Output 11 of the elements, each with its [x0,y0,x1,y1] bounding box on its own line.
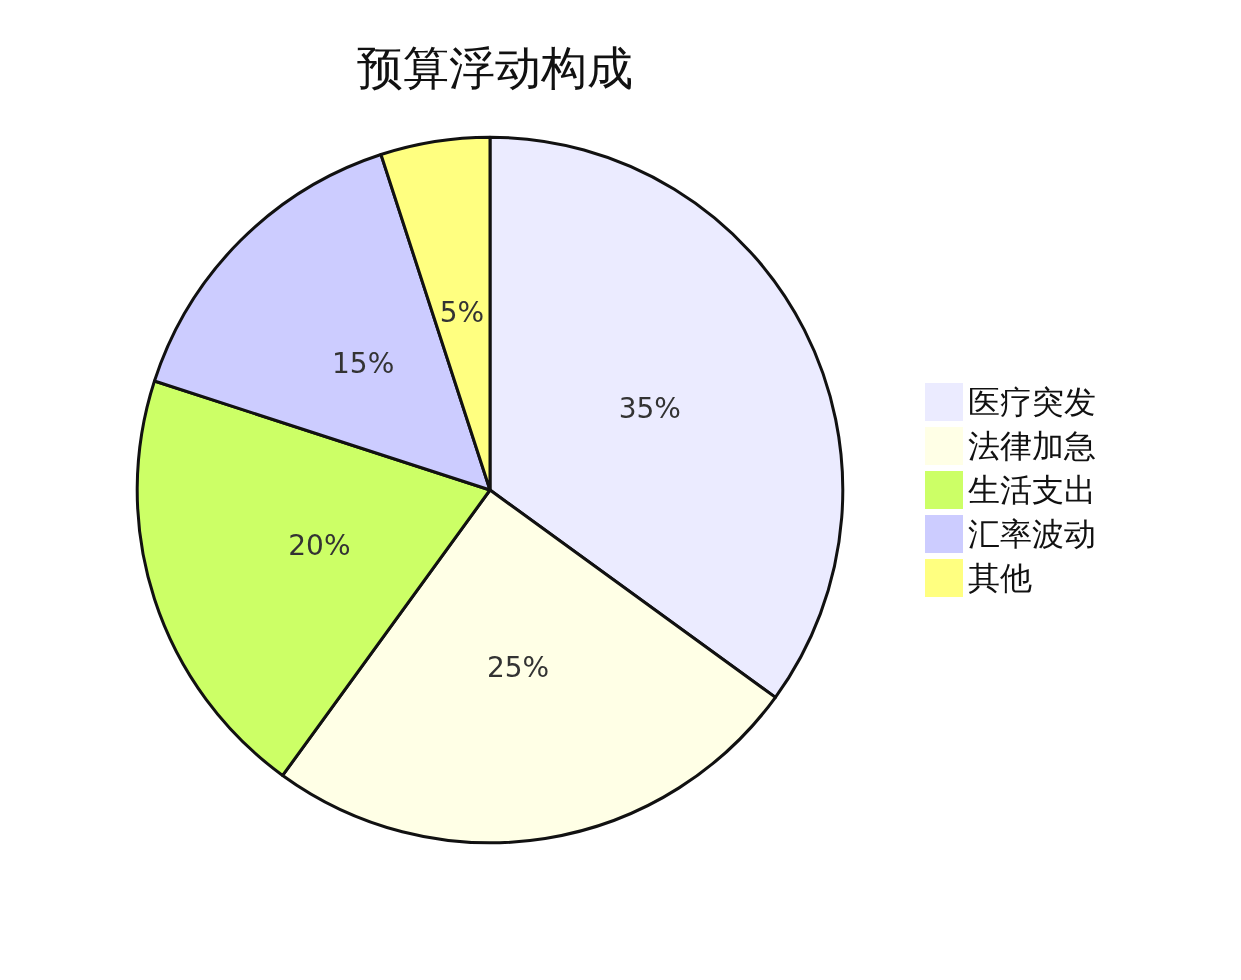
data-label: 15% [332,346,395,380]
legend-label: 医疗突发 [968,383,1096,421]
legend-label: 法律加急 [968,427,1096,465]
data-label: 35% [618,392,681,426]
data-label: 25% [486,650,550,684]
data-label: 20% [288,528,351,562]
legend-label: 其他 [968,559,1032,597]
legend-label: 汇率波动 [968,515,1096,553]
legend-label: 生活支出 [968,471,1096,509]
chart-title: 预算浮动构成 [357,41,633,95]
data-label: 5% [439,296,485,330]
